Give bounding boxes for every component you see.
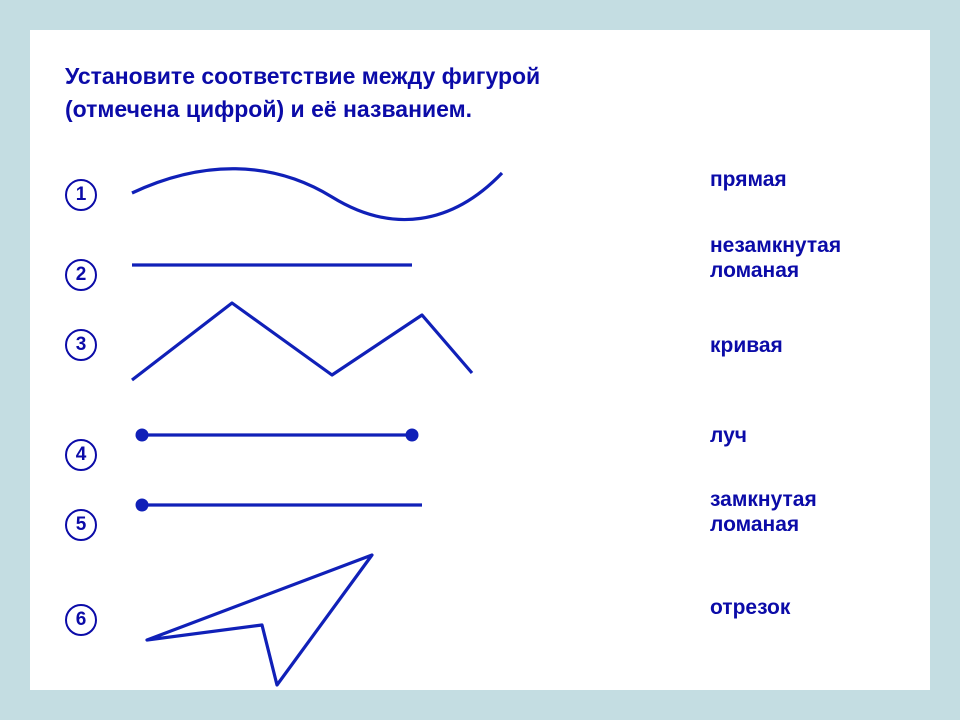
figure-row-6: 6 bbox=[65, 550, 482, 690]
shape-open-polyline bbox=[122, 295, 482, 395]
figure-row-1: 1 bbox=[65, 155, 482, 235]
figure-row-3: 3 bbox=[65, 295, 482, 395]
number-circle: 1 bbox=[65, 179, 97, 211]
shape-curve bbox=[122, 155, 482, 235]
number-circle: 5 bbox=[65, 509, 97, 541]
number-circle: 2 bbox=[65, 259, 97, 291]
label-open-polyline: незамкнутая ломаная bbox=[710, 233, 841, 283]
page-title: Установите соответствие между фигурой (о… bbox=[65, 60, 895, 127]
labels-column: прямая незамкнутая ломаная кривая луч за… bbox=[710, 155, 880, 695]
title-line-2: (отмечена цифрой) и её названием. bbox=[65, 96, 472, 122]
label-ray: луч bbox=[710, 423, 747, 448]
curve-svg bbox=[122, 155, 522, 215]
endpoint-dot bbox=[406, 428, 419, 441]
label-curve: кривая bbox=[710, 333, 783, 358]
label-closed-polyline: замкнутая ломаная bbox=[710, 487, 817, 537]
number-circle: 4 bbox=[65, 439, 97, 471]
endpoint-dot bbox=[136, 498, 149, 511]
worksheet-card: Установите соответствие между фигурой (о… bbox=[30, 30, 930, 690]
shape-segment bbox=[122, 415, 482, 495]
line-svg bbox=[122, 235, 522, 275]
closed-polyline-svg bbox=[122, 550, 522, 690]
content-area: 1 2 3 4 bbox=[65, 155, 895, 695]
ray-svg bbox=[122, 485, 522, 525]
figure-row-4: 4 bbox=[65, 415, 482, 495]
label-straight: прямая bbox=[710, 167, 787, 192]
title-line-1: Установите соответствие между фигурой bbox=[65, 63, 540, 89]
segment-svg bbox=[122, 415, 522, 455]
open-polyline-svg bbox=[122, 295, 522, 395]
label-segment: отрезок bbox=[710, 595, 790, 620]
endpoint-dot bbox=[136, 428, 149, 441]
shape-closed-polyline bbox=[122, 550, 482, 690]
number-circle: 3 bbox=[65, 329, 97, 361]
number-circle: 6 bbox=[65, 604, 97, 636]
